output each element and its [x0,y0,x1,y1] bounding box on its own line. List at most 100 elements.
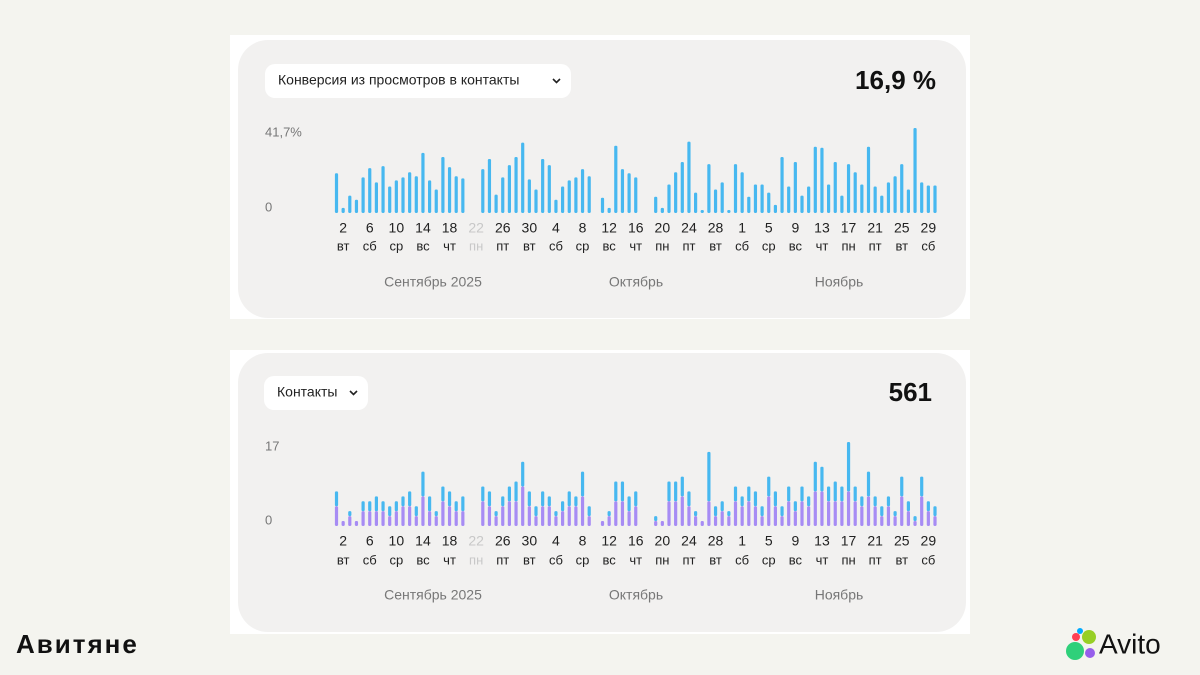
bar-segment [441,486,445,502]
bar-segment [740,496,744,507]
bar [368,168,372,213]
month-label: Сентябрь 2025 [384,587,482,603]
bar-segment [634,491,638,507]
bar-segment [747,486,751,502]
bar-segment [853,486,857,502]
x-tick-weekday: ср [389,552,403,567]
bar-segment [527,506,531,526]
bar-segment [434,516,438,526]
x-tick-weekday: вт [895,552,908,567]
bar-segment [494,511,498,517]
bar [813,146,817,213]
bar [807,186,811,213]
avito-logo: Avito [1066,628,1161,660]
x-tick-label: 22 [468,533,484,549]
bar-segment [461,511,465,526]
bar [707,164,711,213]
month-label: Ноябрь [815,274,864,290]
x-tick-weekday: сб [363,552,377,567]
bar [421,152,425,213]
bar-segment [933,506,937,517]
bar [680,162,684,213]
bar-segment [740,506,744,526]
bar [913,128,917,213]
bar [700,209,704,213]
x-tick-weekday: пт [682,238,695,253]
bar-segment [926,501,930,512]
bar-segment [587,516,591,526]
x-tick-weekday: ср [389,238,403,253]
bar-segment [348,516,352,526]
bar-segment [361,511,365,526]
bar-segment [521,461,525,487]
bar-segment [428,496,432,512]
bar-segment [694,511,698,517]
bar [414,176,418,213]
bar-segment [620,481,625,502]
bar-segment [733,501,738,526]
bar-segment [620,501,625,526]
bar-segment [494,516,498,526]
bar-segment [408,491,412,507]
bar-segment [561,511,565,526]
bar-segment [334,506,339,526]
x-tick-label: 9 [791,220,799,236]
bar [933,185,937,213]
x-tick-weekday: сб [735,238,749,253]
bar [461,178,465,213]
bar-segment [421,496,425,526]
bar [361,177,365,213]
x-tick-label: 21 [867,533,883,549]
x-tick-label: 6 [366,220,374,236]
x-tick-weekday: вт [523,552,536,567]
bar [388,186,392,213]
x-tick-weekday: вт [895,238,908,253]
x-tick-weekday: пн [841,552,855,567]
x-tick-label: 20 [655,220,671,236]
x-tick-label: 17 [841,220,857,236]
dropdown-label[interactable]: Контакты [277,384,337,400]
bar [853,172,857,213]
month-label: Октябрь [609,274,663,290]
bar [348,195,352,213]
brand-right: Avito [1099,628,1161,659]
bar-segment [886,496,891,507]
bar-segment [334,491,339,507]
bar-segment [388,506,392,517]
x-tick-weekday: пн [655,238,669,253]
bar-segment [846,442,851,492]
x-tick-weekday: ср [576,552,590,567]
bar [587,176,591,213]
bar [354,199,359,213]
x-tick-label: 28 [708,533,724,549]
bar-segment [401,496,405,507]
x-tick-weekday: вт [709,552,722,567]
dropdown-label[interactable]: Конверсия из просмотров в контакты [278,72,519,88]
bar-segment [354,521,359,526]
dropdown[interactable]: Контакты [264,376,368,410]
kpi-value: 561 [889,377,932,407]
bar-segment [893,516,897,526]
dropdown[interactable]: Конверсия из просмотров в контакты [265,64,571,98]
bar-segment [501,496,505,507]
bar-segment [634,506,638,526]
bar-segment [501,506,505,526]
bar-segment [720,511,724,526]
x-tick-label: 16 [628,533,644,549]
bar-segment [381,511,385,526]
bar-segment [487,506,492,526]
x-tick-label: 16 [628,220,644,236]
bar-segment [507,486,511,502]
bar-segment [813,491,817,526]
bar [614,145,618,213]
bar [580,169,585,213]
bar [527,179,531,213]
y-tick-label: 17 [265,438,279,453]
bar-segment [607,511,611,517]
x-tick-label: 9 [791,533,799,549]
y-tick-label: 41,7% [265,124,302,139]
month-label: Ноябрь [815,587,864,603]
x-tick-label: 25 [894,533,910,549]
bar-segment [840,501,844,526]
kpi-value: 16,9 % [855,65,936,95]
